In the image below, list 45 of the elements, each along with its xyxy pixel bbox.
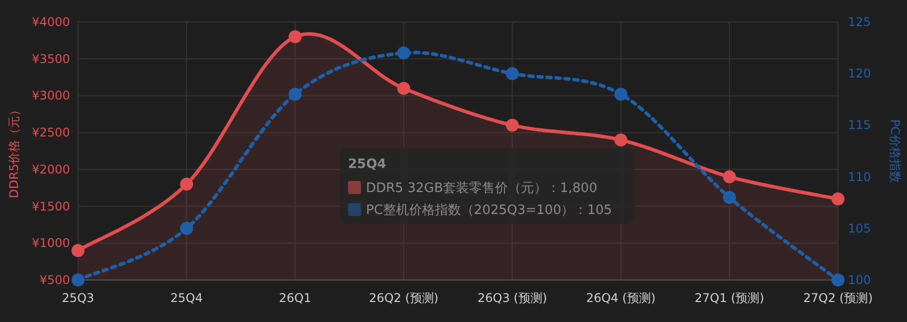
y2-tick-label: 115 xyxy=(848,118,871,132)
y-tick-label: ¥2000 xyxy=(32,162,70,176)
point xyxy=(72,244,84,258)
point xyxy=(722,170,736,184)
point xyxy=(832,274,844,286)
y2-tick-label: 100 xyxy=(848,273,871,287)
point xyxy=(722,190,736,204)
point xyxy=(506,118,519,132)
y2-tick-label: 125 xyxy=(848,15,871,29)
point xyxy=(288,30,302,44)
y2-axis-title: PC价格指数 xyxy=(888,119,902,183)
y-tick-label: ¥500 xyxy=(39,273,70,287)
x-tick-label: 27Q2 (预测) xyxy=(803,291,873,305)
x-tick-label: 25Q3 xyxy=(62,291,94,305)
point xyxy=(288,88,302,101)
x-tick-label: 26Q4 (预测) xyxy=(586,291,656,305)
y2-tick-label: 105 xyxy=(848,221,871,236)
legend-title: 25Q4 xyxy=(348,157,386,172)
point xyxy=(180,178,194,191)
y-tick-label: ¥3500 xyxy=(32,52,70,66)
point xyxy=(614,88,628,101)
annotation: ：1,800 xyxy=(547,181,598,196)
y2-tick-label: 120 xyxy=(848,66,871,81)
y-tick-label: ¥4000 xyxy=(32,15,70,29)
x-tick-label: 26Q1 xyxy=(278,291,312,305)
point xyxy=(180,222,194,235)
x-tick-label: 25Q4 xyxy=(170,291,203,305)
annotation: ：105 xyxy=(574,203,612,218)
point xyxy=(506,67,519,80)
y-tick-label: ¥3000 xyxy=(32,88,70,103)
x-tick-label: 26Q3 (预测) xyxy=(478,291,548,305)
y-tick-label: ¥1500 xyxy=(32,199,70,214)
x-tick-label: 27Q1 (预测) xyxy=(694,291,764,305)
y-tick-label: ¥1000 xyxy=(32,236,70,250)
legend-label: PC整机价格指数（2025Q3=100） xyxy=(366,203,574,218)
y2-tick-label: 110 xyxy=(848,170,871,184)
point xyxy=(614,133,628,146)
point xyxy=(397,82,410,95)
x-tick-label: 26Q2 (预测) xyxy=(368,291,438,305)
point xyxy=(397,46,410,60)
y-axis-title: DDR5价格（元） xyxy=(7,104,21,198)
y-tick-label: ¥2500 xyxy=(32,126,70,140)
legend-label: DDR5 32GB套装零售价（元） xyxy=(366,181,547,196)
point xyxy=(72,274,84,286)
point xyxy=(832,192,844,206)
